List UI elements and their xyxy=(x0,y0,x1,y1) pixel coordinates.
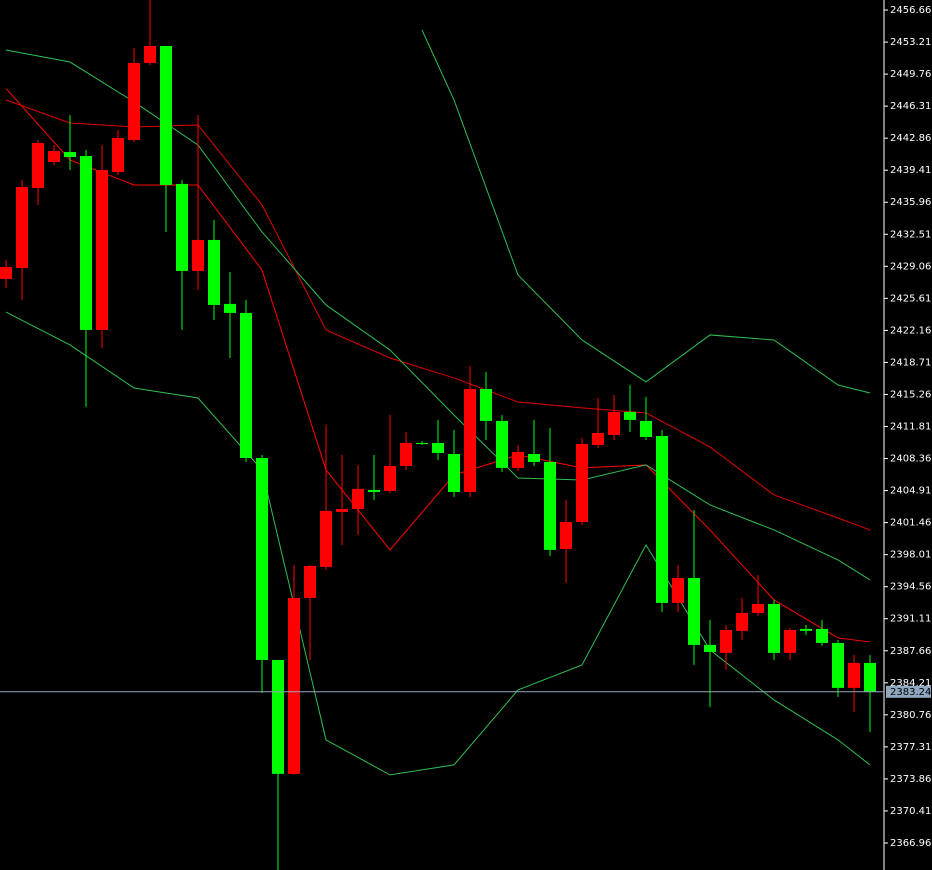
candle-body xyxy=(736,612,748,631)
candle-body xyxy=(720,629,732,653)
y-tick-label: 2398.01 xyxy=(890,550,931,561)
candle-body xyxy=(432,442,444,453)
candle-body xyxy=(368,489,380,492)
y-tick-label: 2453.21 xyxy=(890,37,931,48)
candle-body xyxy=(672,577,684,603)
y-tick-label: 2432.51 xyxy=(890,229,931,240)
candle-body xyxy=(128,62,140,140)
candle-body xyxy=(240,312,252,458)
y-tick-label: 2429.06 xyxy=(890,261,931,272)
candles xyxy=(0,0,876,870)
y-tick-label: 2370.41 xyxy=(890,806,931,817)
candle-body xyxy=(320,510,332,567)
indicator-line xyxy=(5,99,871,531)
candle-body xyxy=(272,659,284,774)
candle-body xyxy=(608,411,620,435)
y-tick-label: 2425.61 xyxy=(890,293,931,304)
y-tick-label: 2377.31 xyxy=(890,742,931,753)
candle-body xyxy=(832,642,844,688)
candle-body xyxy=(64,152,76,158)
candle-body xyxy=(192,239,204,271)
y-tick-label: 2435.96 xyxy=(890,197,931,208)
candle-body xyxy=(96,170,108,330)
candle-body xyxy=(848,662,860,688)
candle-body xyxy=(0,266,12,279)
y-tick-label: 2387.66 xyxy=(890,646,931,657)
candle-body xyxy=(640,420,652,437)
candle-body xyxy=(624,411,636,420)
y-tick-label: 2394.56 xyxy=(890,582,931,593)
candle-body xyxy=(704,644,716,652)
y-tick-label: 2408.36 xyxy=(890,454,931,465)
y-tick-label: 2422.16 xyxy=(890,325,931,336)
y-tick-label: 2415.26 xyxy=(890,389,931,400)
candle-body xyxy=(416,442,428,444)
candle-body xyxy=(304,565,316,598)
y-tick-label: 2384.21 xyxy=(890,678,931,689)
y-axis-labels: 2456.66 2453.21 2449.76 2446.31 2442.86 2439.… xyxy=(884,5,931,849)
indicator-line xyxy=(5,311,871,776)
candle-body xyxy=(224,303,236,313)
y-tick-label: 2366.96 xyxy=(890,838,931,849)
candle-body xyxy=(32,143,44,188)
candle-body xyxy=(480,388,492,421)
candle-body xyxy=(208,239,220,305)
candle-body xyxy=(288,597,300,774)
y-tick-label: 2380.76 xyxy=(890,710,931,721)
candle-body xyxy=(528,453,540,462)
candle-body xyxy=(688,577,700,645)
y-tick-label: 2456.66 xyxy=(890,5,931,16)
y-tick-label: 2401.46 xyxy=(890,518,931,529)
indicator-line xyxy=(5,49,871,581)
candle-body xyxy=(176,183,188,271)
y-tick-label: 2411.81 xyxy=(890,422,931,433)
y-tick-label: 2418.71 xyxy=(890,357,931,368)
candle-body xyxy=(160,45,172,185)
y-tick-label: 2439.41 xyxy=(890,165,931,176)
candle-body xyxy=(800,628,812,631)
y-tick-label: 2442.86 xyxy=(890,133,931,144)
current-price-label: 2383.24 xyxy=(890,687,931,698)
y-tick-label: 2446.31 xyxy=(890,101,931,112)
y-tick-label: 2391.11 xyxy=(890,614,931,625)
candle-body xyxy=(48,150,60,162)
candle-body xyxy=(80,156,92,330)
y-tick-label: 2449.76 xyxy=(890,69,931,80)
candle-body xyxy=(752,603,764,613)
candle-body xyxy=(352,488,364,509)
y-tick-label: 2373.86 xyxy=(890,774,931,785)
indicators xyxy=(5,29,871,776)
candle-body xyxy=(16,187,28,268)
candle-body xyxy=(400,442,412,466)
candle-body xyxy=(784,629,796,653)
candle-body xyxy=(576,443,588,522)
candle-body xyxy=(560,521,572,549)
candle-body xyxy=(768,603,780,653)
candle-body xyxy=(448,453,460,492)
candle-body xyxy=(336,508,348,512)
candle-body xyxy=(544,461,556,550)
candle-body xyxy=(256,457,268,660)
candle-body xyxy=(384,465,396,491)
candle-body xyxy=(112,137,124,172)
indicator-line xyxy=(421,29,871,394)
candle-body xyxy=(144,45,156,63)
candle-body xyxy=(464,388,476,492)
candle-body xyxy=(512,451,524,468)
current-price-box xyxy=(886,685,931,698)
candle-body xyxy=(864,662,876,692)
candle-body xyxy=(656,435,668,603)
candle-body xyxy=(592,433,604,445)
candle-body xyxy=(816,628,828,643)
y-tick-label: 2404.91 xyxy=(890,486,931,497)
candle-body xyxy=(496,420,508,468)
